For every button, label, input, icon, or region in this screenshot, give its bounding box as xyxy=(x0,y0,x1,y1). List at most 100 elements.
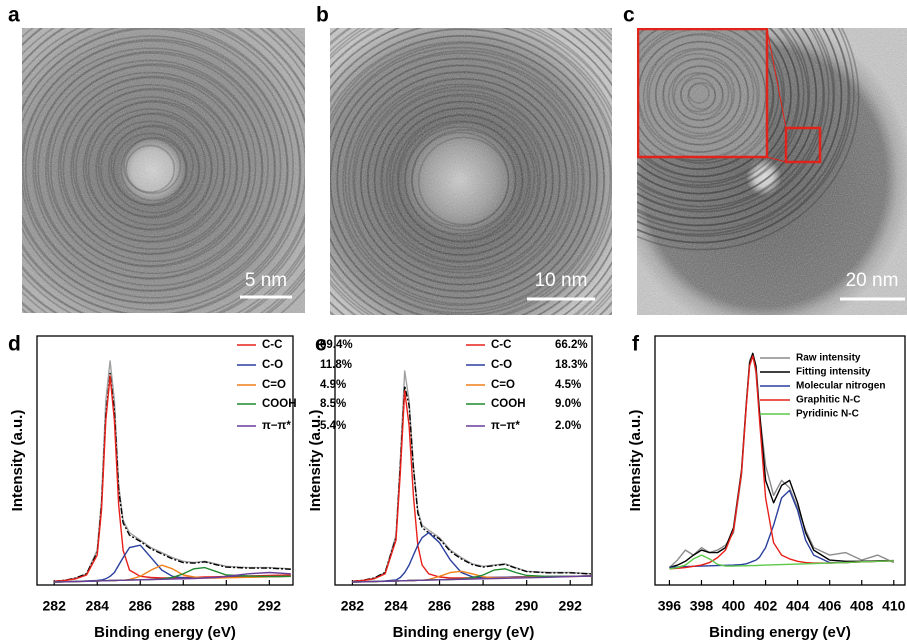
panel-label: e xyxy=(315,333,327,356)
tem-images: 5 nm 10 nm 20 nm a b c xyxy=(8,4,907,315)
legend-label: C=O xyxy=(491,379,515,391)
panel-label: c xyxy=(623,4,635,27)
panel-label: b xyxy=(316,4,329,27)
x-tick-label: 288 xyxy=(172,598,196,614)
x-tick-label: 284 xyxy=(86,598,110,614)
series-line xyxy=(352,575,593,583)
lattice-fringe xyxy=(637,28,811,202)
lattice-fringe xyxy=(637,28,855,244)
lattice-fringe xyxy=(637,28,800,195)
lattice-fringe xyxy=(637,28,835,226)
lattice-fringe xyxy=(637,28,836,227)
lattice-fringe xyxy=(637,28,780,170)
lattice-fringe xyxy=(637,28,774,164)
lattice-fringe xyxy=(637,28,809,202)
legend-share: 2.0% xyxy=(555,420,581,432)
x-tick-label: 286 xyxy=(428,598,452,614)
series-line xyxy=(352,370,593,582)
lattice-fringe xyxy=(637,28,818,208)
x-tick-label: 410 xyxy=(882,598,906,614)
plot-frame xyxy=(654,335,906,586)
legend-label: C=O xyxy=(262,379,286,391)
tem-image-a xyxy=(22,28,305,313)
legend-label: C-O xyxy=(491,359,512,371)
x-tick-label: 292 xyxy=(258,598,282,614)
legend-label: π−π* xyxy=(491,420,520,432)
legend-share: 4.9% xyxy=(320,379,346,391)
series-line xyxy=(54,360,291,582)
tem-image-c xyxy=(637,28,907,315)
legend-label: COOH xyxy=(491,398,526,410)
panel-label: a xyxy=(8,4,20,27)
legend-share: 8.5% xyxy=(320,398,346,410)
x-tick-label: 282 xyxy=(43,598,67,614)
x-tick-label: 402 xyxy=(754,598,778,614)
lattice-fringe xyxy=(637,28,851,244)
lattice-fringe xyxy=(637,28,785,178)
lattice-fringe xyxy=(637,28,860,251)
y-axis-label: Intensity (a.u.) xyxy=(627,410,644,512)
lattice-fringe xyxy=(637,28,805,195)
legend-share: 69.4% xyxy=(320,339,353,351)
series-line xyxy=(54,372,291,582)
x-tick-label: 400 xyxy=(722,598,746,614)
x-axis-label: Binding energy (eV) xyxy=(94,624,236,641)
legend-share: 9.0% xyxy=(555,398,581,410)
scale-bar-label: 5 nm xyxy=(245,270,287,291)
plot-frame xyxy=(334,335,593,586)
legend-label: C-O xyxy=(262,359,283,371)
legend-label: COOH xyxy=(262,398,297,410)
legend-label: C-C xyxy=(491,339,511,351)
plot-frame xyxy=(36,335,294,586)
x-tick-label: 290 xyxy=(515,598,539,614)
scale-bar-label: 10 nm xyxy=(535,270,588,291)
x-axis-label: Binding energy (eV) xyxy=(709,624,851,641)
lattice-fringe xyxy=(637,28,843,232)
x-tick-label: 292 xyxy=(559,598,583,614)
y-axis-label: Intensity (a.u.) xyxy=(307,410,324,512)
legend-label: Graphitic N-C xyxy=(796,395,860,406)
lattice-fringe xyxy=(637,28,850,237)
x-tick-label: 408 xyxy=(850,598,874,614)
lattice-fringe xyxy=(637,28,792,183)
lattice-fringe xyxy=(637,28,799,189)
y-axis-label: Intensity (a.u.) xyxy=(9,410,26,512)
series-line xyxy=(54,375,291,582)
x-tick-label: 406 xyxy=(818,598,842,614)
x-tick-label: 284 xyxy=(384,598,408,614)
lattice-fringe xyxy=(637,28,824,213)
legend-share: 5.4% xyxy=(320,420,346,432)
series-line xyxy=(352,532,593,583)
legend-label: π−π* xyxy=(262,420,291,432)
lattice-fringe xyxy=(637,28,784,178)
lattice-fringe xyxy=(637,28,830,219)
x-axis-label: Binding energy (eV) xyxy=(393,624,535,641)
legend-share: 66.2% xyxy=(555,339,588,351)
lattice-fringe xyxy=(637,28,843,236)
legend-label: Pyridinic N-C xyxy=(796,409,859,420)
panel-label: d xyxy=(8,333,21,356)
lattice-fringe xyxy=(637,28,817,211)
series-line xyxy=(669,489,894,569)
legend-share: 4.5% xyxy=(555,379,581,391)
series-line xyxy=(352,385,593,582)
series-line xyxy=(669,352,894,569)
legend-label: Raw intensity xyxy=(796,353,861,364)
x-tick-label: 398 xyxy=(690,598,714,614)
x-tick-label: 286 xyxy=(129,598,153,614)
x-tick-label: 288 xyxy=(471,598,495,614)
scale-bar-label: 20 nm xyxy=(846,270,899,291)
lattice-fringe xyxy=(637,28,775,170)
series-line xyxy=(669,554,894,570)
tem-image-b xyxy=(330,28,612,315)
lattice-fringe xyxy=(637,28,792,187)
legend-label: C-C xyxy=(262,339,282,351)
panel-label: f xyxy=(632,333,640,356)
series-line xyxy=(54,571,291,583)
legend-share: 11.8% xyxy=(320,359,352,371)
x-tick-label: 282 xyxy=(341,598,365,614)
x-tick-label: 396 xyxy=(658,598,682,614)
x-tick-label: 290 xyxy=(215,598,239,614)
legend-label: Fitting intensity xyxy=(796,367,871,378)
